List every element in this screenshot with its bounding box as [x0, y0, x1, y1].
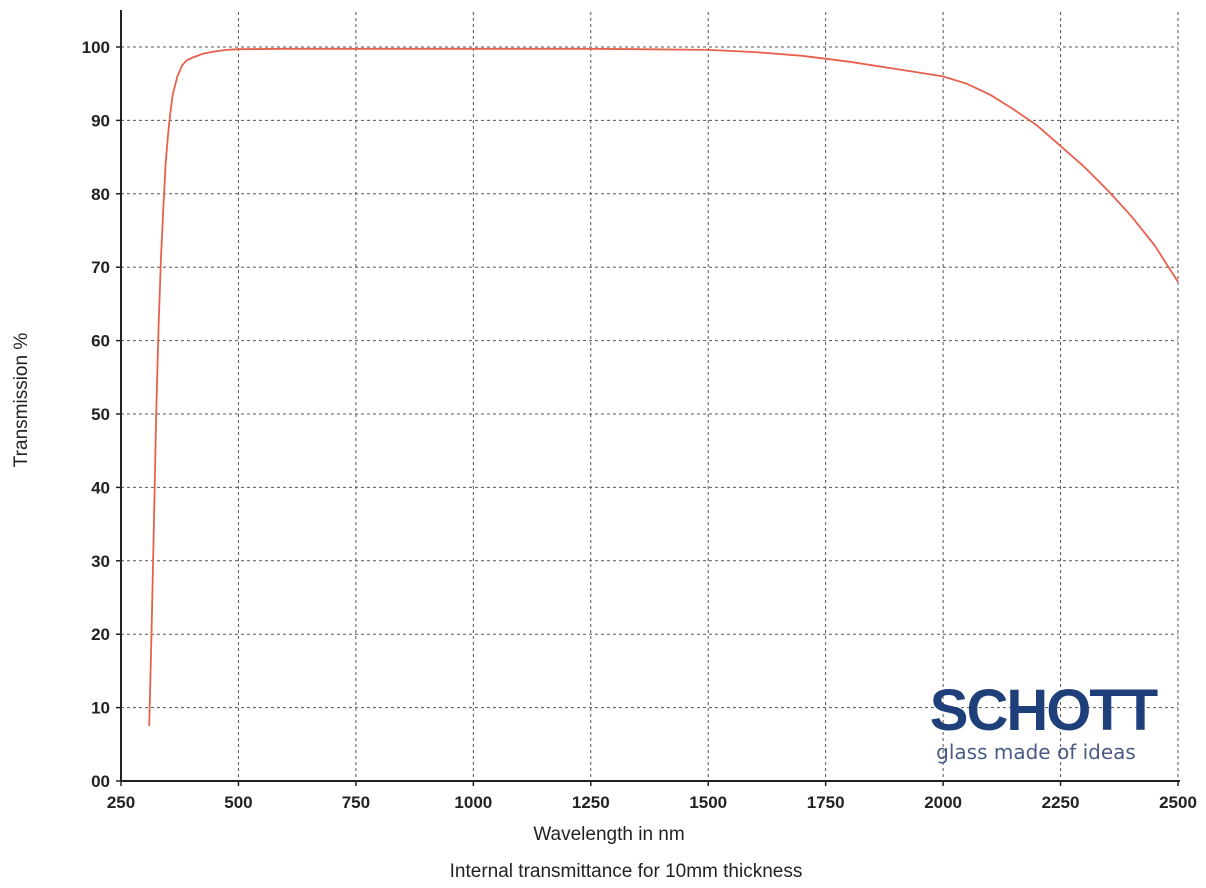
y-tick-label-0: 00 — [91, 772, 110, 791]
y-tick-labels: 00 10 20 30 40 50 60 70 80 90 100 — [82, 38, 110, 791]
x-tick-label-2500: 2500 — [1159, 793, 1197, 812]
chart-caption: Internal transmittance for 10mm thicknes… — [450, 861, 803, 882]
y-tick-label-50: 50 — [91, 405, 110, 424]
axes — [116, 10, 1180, 786]
x-tick-label-250: 250 — [107, 793, 135, 812]
x-tick-label-750: 750 — [342, 793, 370, 812]
x-axis-title: Wavelength in nm — [533, 824, 684, 845]
y-tick-label-60: 60 — [91, 332, 110, 351]
grid-lines — [121, 12, 1179, 781]
logo-tagline: glass made of ideas — [936, 740, 1136, 764]
y-axis-title: Transmission % — [11, 333, 32, 468]
x-tick-label-1750: 1750 — [807, 793, 845, 812]
schott-logo: SCHOTT glass made of ideas — [930, 678, 1160, 764]
y-tick-label-80: 80 — [91, 185, 110, 204]
y-tick-label-10: 10 — [91, 699, 110, 718]
series-layer — [148, 47, 1179, 727]
x-tick-label-2250: 2250 — [1042, 793, 1080, 812]
y-tick-label-70: 70 — [91, 258, 110, 277]
x-tick-label-2000: 2000 — [924, 793, 962, 812]
x-tick-label-1250: 1250 — [572, 793, 610, 812]
series-line-0 — [148, 47, 1179, 727]
y-tick-label-40: 40 — [91, 478, 110, 497]
logo-wordmark: SCHOTT — [930, 678, 1158, 743]
y-tick-label-30: 30 — [91, 552, 110, 571]
y-tick-label-20: 20 — [91, 625, 110, 644]
y-tick-label-100: 100 — [82, 38, 110, 57]
y-tick-label-90: 90 — [91, 111, 110, 130]
x-tick-label-1500: 1500 — [689, 793, 727, 812]
x-tick-labels: 250 500 750 1000 1250 1500 1750 2000 2250 2500 — [107, 793, 1197, 812]
x-tick-label-1000: 1000 — [454, 793, 492, 812]
x-tick-label-500: 500 — [224, 793, 252, 812]
